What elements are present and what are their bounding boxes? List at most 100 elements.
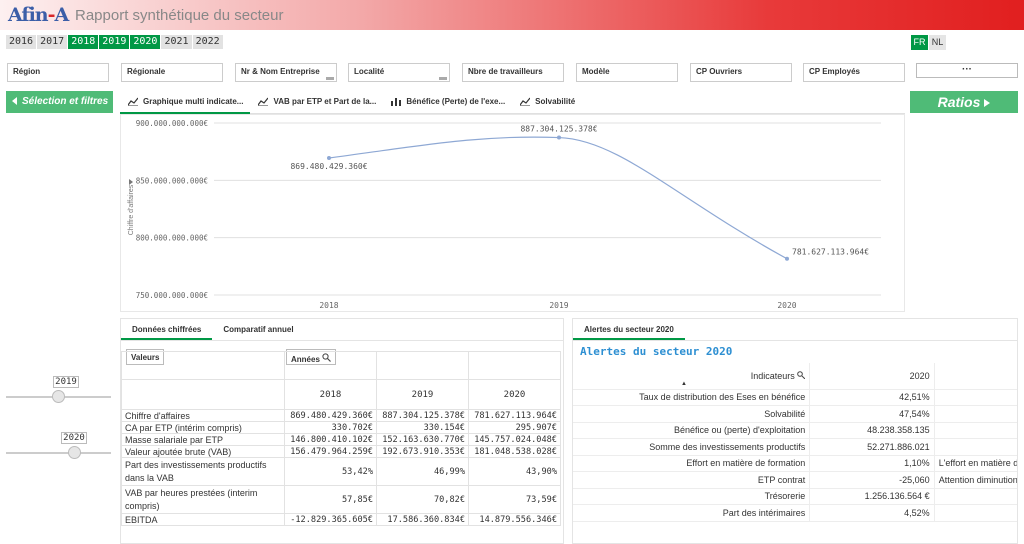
language-switch: FR NL	[911, 35, 946, 50]
alert-row: Trésorerie 1.256.136.564 €	[573, 488, 1017, 505]
filter-2[interactable]: Nr & Nom Entreprise	[235, 63, 337, 82]
header-cell	[376, 351, 469, 380]
notes-header	[934, 363, 1017, 390]
alert-note	[934, 422, 1017, 439]
filter-5[interactable]: Modèle	[576, 63, 678, 82]
indicator-name: Effort en matière de formation	[573, 455, 811, 472]
filter-4[interactable]: Nbre de travailleurs	[462, 63, 564, 82]
sort-arrow-icon[interactable]: ▲	[681, 381, 687, 387]
year-2018[interactable]: 2018	[68, 35, 99, 49]
alert-row: Taux de distribution des Eses en bénéfic…	[573, 389, 1017, 406]
indicator-value: -25,060	[809, 471, 935, 489]
y-tick-label: 900.000.000.000€	[136, 119, 208, 128]
chevron-right-icon	[984, 99, 991, 108]
indicator-name: Taux de distribution des Eses en bénéfic…	[573, 389, 811, 406]
year-2017[interactable]: 2017	[37, 35, 68, 49]
year-2021[interactable]: 2021	[161, 35, 192, 49]
filter-label: CP Employés	[809, 67, 860, 76]
chart-tab-0[interactable]: Graphique multi indicate...	[120, 92, 251, 114]
table-row: CA par ETP (intérim compris) 330.702€ 330.…	[121, 421, 561, 434]
cell-value: 330.702€	[284, 421, 377, 434]
alert-note: Attention diminution	[934, 471, 1017, 489]
cell-value: 152.163.630.770€	[376, 433, 469, 446]
cell-value: 156.479.964.259€	[284, 445, 377, 458]
data-point	[557, 135, 561, 140]
y-axis-label: Chiffre d'affaires	[128, 184, 135, 235]
header-cell	[284, 351, 377, 380]
year-header: 2020	[468, 379, 561, 410]
filter-7[interactable]: CP Employés	[803, 63, 905, 82]
year-slider-1[interactable]: 2019	[6, 376, 111, 403]
app-header: Afin-A Rapport synthétique du secteur	[0, 0, 1024, 30]
year-header: 2018	[284, 379, 377, 410]
header-cell	[121, 379, 285, 410]
selection-filters-button[interactable]: Sélection et filtres	[6, 91, 113, 113]
alert-row: ETP contrat -25,060 Attention diminution	[573, 471, 1017, 489]
filter-6[interactable]: CP Ouvriers	[690, 63, 792, 82]
cell-value: 887.304.125.378€	[376, 409, 469, 422]
indicator-value: 4,52%	[809, 504, 935, 522]
filter-0[interactable]: Région	[7, 63, 109, 82]
alert-row: Part des intérimaires 4,52%	[573, 504, 1017, 522]
indicator-name: Solvabilité	[573, 405, 811, 423]
alert-note	[934, 438, 1017, 456]
row-label: EBITDA	[121, 513, 285, 526]
tab-comparatif-annuel[interactable]: Comparatif annuel	[223, 325, 294, 334]
year-2019[interactable]: 2019	[99, 35, 130, 49]
chart-tab-1[interactable]: VAB par ETP et Part de la...	[250, 92, 383, 114]
table-row: Masse salariale par ETP 146.800.410.102€ 1…	[121, 433, 561, 446]
alerts-table: Indicateurs ▲ 2020 Taux de distribution de…	[573, 363, 1017, 522]
language-nl[interactable]: NL	[929, 35, 946, 50]
filter-scroll-indicator	[326, 77, 334, 80]
language-fr[interactable]: FR	[911, 35, 928, 50]
year-2020[interactable]: 2020	[130, 35, 161, 49]
filter-3[interactable]: Localité	[348, 63, 450, 82]
tab-donnees-chiffrees[interactable]: Données chiffrées	[121, 319, 213, 340]
filter-label: Localité	[354, 67, 385, 76]
tab-alertes[interactable]: Alertes du secteur 2020	[573, 319, 685, 340]
y-tick-label: 750.000.000.000€	[136, 291, 208, 300]
search-icon[interactable]	[795, 370, 806, 381]
alert-note	[934, 405, 1017, 423]
chart-tab-2[interactable]: Bénéfice (Perte) de l'exe...	[383, 92, 512, 114]
alerts-header-row: Indicateurs ▲ 2020	[573, 363, 1017, 390]
page-title: Rapport synthétique du secteur	[75, 7, 284, 24]
alert-row: Somme des investissements productifs 52.2…	[573, 438, 1017, 456]
filter-label: Nbre de travailleurs	[468, 67, 543, 76]
afin-a-logo[interactable]: Afin-A	[8, 4, 69, 26]
alerts-panel: Alertes du secteur 2020 Alertes du secte…	[572, 318, 1018, 544]
alert-row: Solvabilité 47,54%	[573, 405, 1017, 423]
cell-value: 295.907€	[468, 421, 561, 434]
year-slider-2[interactable]: 2020	[6, 432, 111, 459]
x-tick-label: 2019	[549, 301, 568, 310]
year-header: 2019	[376, 379, 469, 410]
slider-knob[interactable]	[68, 446, 81, 459]
indicator-value: 1,10%	[809, 455, 935, 472]
cell-value: 14.879.556.346€	[468, 513, 561, 526]
alert-note	[934, 504, 1017, 522]
data-panel: Données chiffrées Comparatif annuel Vale…	[120, 318, 564, 544]
ratios-button[interactable]: Ratios	[910, 91, 1018, 113]
filter-1[interactable]: Régionale	[121, 63, 223, 82]
row-label: Part des investissements productifs dans…	[121, 457, 285, 486]
header-cell	[121, 351, 285, 380]
cell-value: 145.757.024.048€	[468, 433, 561, 446]
line-chart-icon	[127, 97, 139, 107]
table-row: Part des investissements productifs dans…	[121, 457, 561, 486]
chevron-left-icon	[12, 97, 17, 106]
indicator-value: 42,51%	[809, 389, 935, 406]
indicator-name: Somme des investissements productifs	[573, 438, 811, 456]
slider-knob[interactable]	[52, 390, 65, 403]
cell-value: 57,85€	[284, 485, 377, 514]
indicator-name: Part des intérimaires	[573, 504, 811, 522]
indicators-header[interactable]: Indicateurs ▲	[573, 363, 811, 390]
cell-value: 192.673.910.353€	[376, 445, 469, 458]
year-2022[interactable]: 2022	[192, 35, 223, 49]
year-2016[interactable]: 2016	[6, 35, 37, 49]
more-filters-button[interactable]: ···	[916, 63, 1018, 78]
cell-value: 146.800.410.102€	[284, 433, 377, 446]
chart-tab-3[interactable]: Solvabilité	[512, 92, 582, 114]
chart-tabs: Graphique multi indicate... VAB par ETP e…	[120, 92, 905, 114]
x-tick-label: 2020	[777, 301, 796, 310]
indicator-value: 1.256.136.564 €	[809, 488, 935, 505]
